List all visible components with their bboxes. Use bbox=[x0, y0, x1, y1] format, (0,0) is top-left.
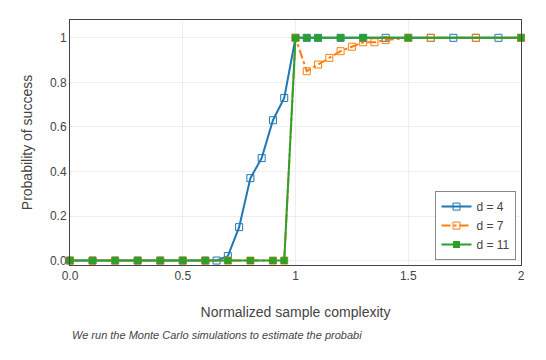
svg-text:Normalized sample complexity: Normalized sample complexity bbox=[201, 304, 391, 320]
svg-text:d = 11: d = 11 bbox=[476, 238, 509, 252]
svg-text:1: 1 bbox=[292, 269, 299, 283]
svg-text:d = 4: d = 4 bbox=[476, 200, 503, 214]
svg-text:0.8: 0.8 bbox=[50, 76, 67, 90]
svg-text:d = 7: d = 7 bbox=[476, 219, 503, 233]
svg-text:1.5: 1.5 bbox=[400, 269, 417, 283]
svg-text:Probability of success: Probability of success bbox=[19, 75, 35, 210]
svg-text:0.2: 0.2 bbox=[50, 209, 67, 223]
svg-text:1: 1 bbox=[60, 31, 67, 45]
svg-text:0.0: 0.0 bbox=[50, 254, 67, 268]
svg-text:0.4: 0.4 bbox=[50, 165, 67, 179]
svg-text:0.0: 0.0 bbox=[62, 269, 79, 283]
svg-text:2: 2 bbox=[518, 269, 525, 283]
svg-text:0.5: 0.5 bbox=[174, 269, 191, 283]
svg-text:0.6: 0.6 bbox=[50, 120, 67, 134]
svg-text:We run the Monte Carlo simulat: We run the Monte Carlo simulations to es… bbox=[72, 329, 362, 341]
